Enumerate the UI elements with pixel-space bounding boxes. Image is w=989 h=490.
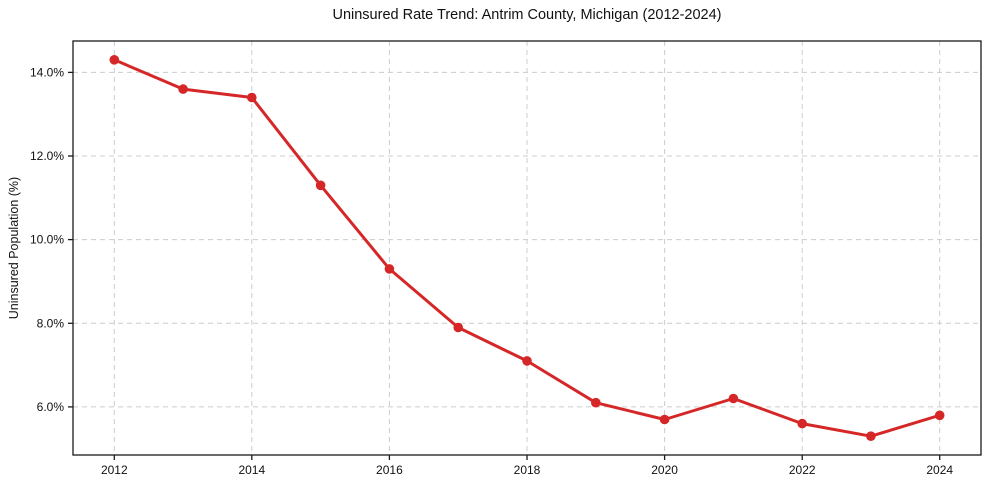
data-point	[797, 418, 807, 429]
data-point	[659, 414, 670, 425]
data-point	[591, 397, 601, 408]
y-tick-label: 8.0%	[37, 316, 65, 330]
data-point	[866, 431, 876, 442]
x-tick-label: 2012	[101, 463, 128, 477]
x-tick-label: 2014	[238, 463, 265, 477]
data-point	[728, 393, 739, 404]
data-point	[315, 180, 326, 191]
x-tick-label: 2024	[926, 463, 953, 477]
x-tick-label: 2020	[651, 463, 678, 477]
chart-title: Uninsured Rate Trend: Antrim County, Mic…	[332, 7, 722, 23]
y-tick-label: 6.0%	[37, 400, 65, 414]
data-point	[384, 264, 395, 274]
data-point	[247, 92, 257, 103]
data-point	[934, 410, 945, 421]
y-tick-label: 14.0%	[30, 65, 64, 79]
data-point	[522, 356, 532, 366]
y-tick-label: 12.0%	[30, 149, 64, 163]
x-tick-label: 2022	[789, 463, 816, 477]
data-point	[453, 322, 464, 333]
x-tick-label: 2016	[376, 463, 403, 477]
data-point	[178, 84, 188, 94]
y-tick-label: 10.0%	[30, 233, 64, 247]
x-tick-label: 2018	[514, 463, 541, 477]
data-point	[109, 55, 120, 65]
